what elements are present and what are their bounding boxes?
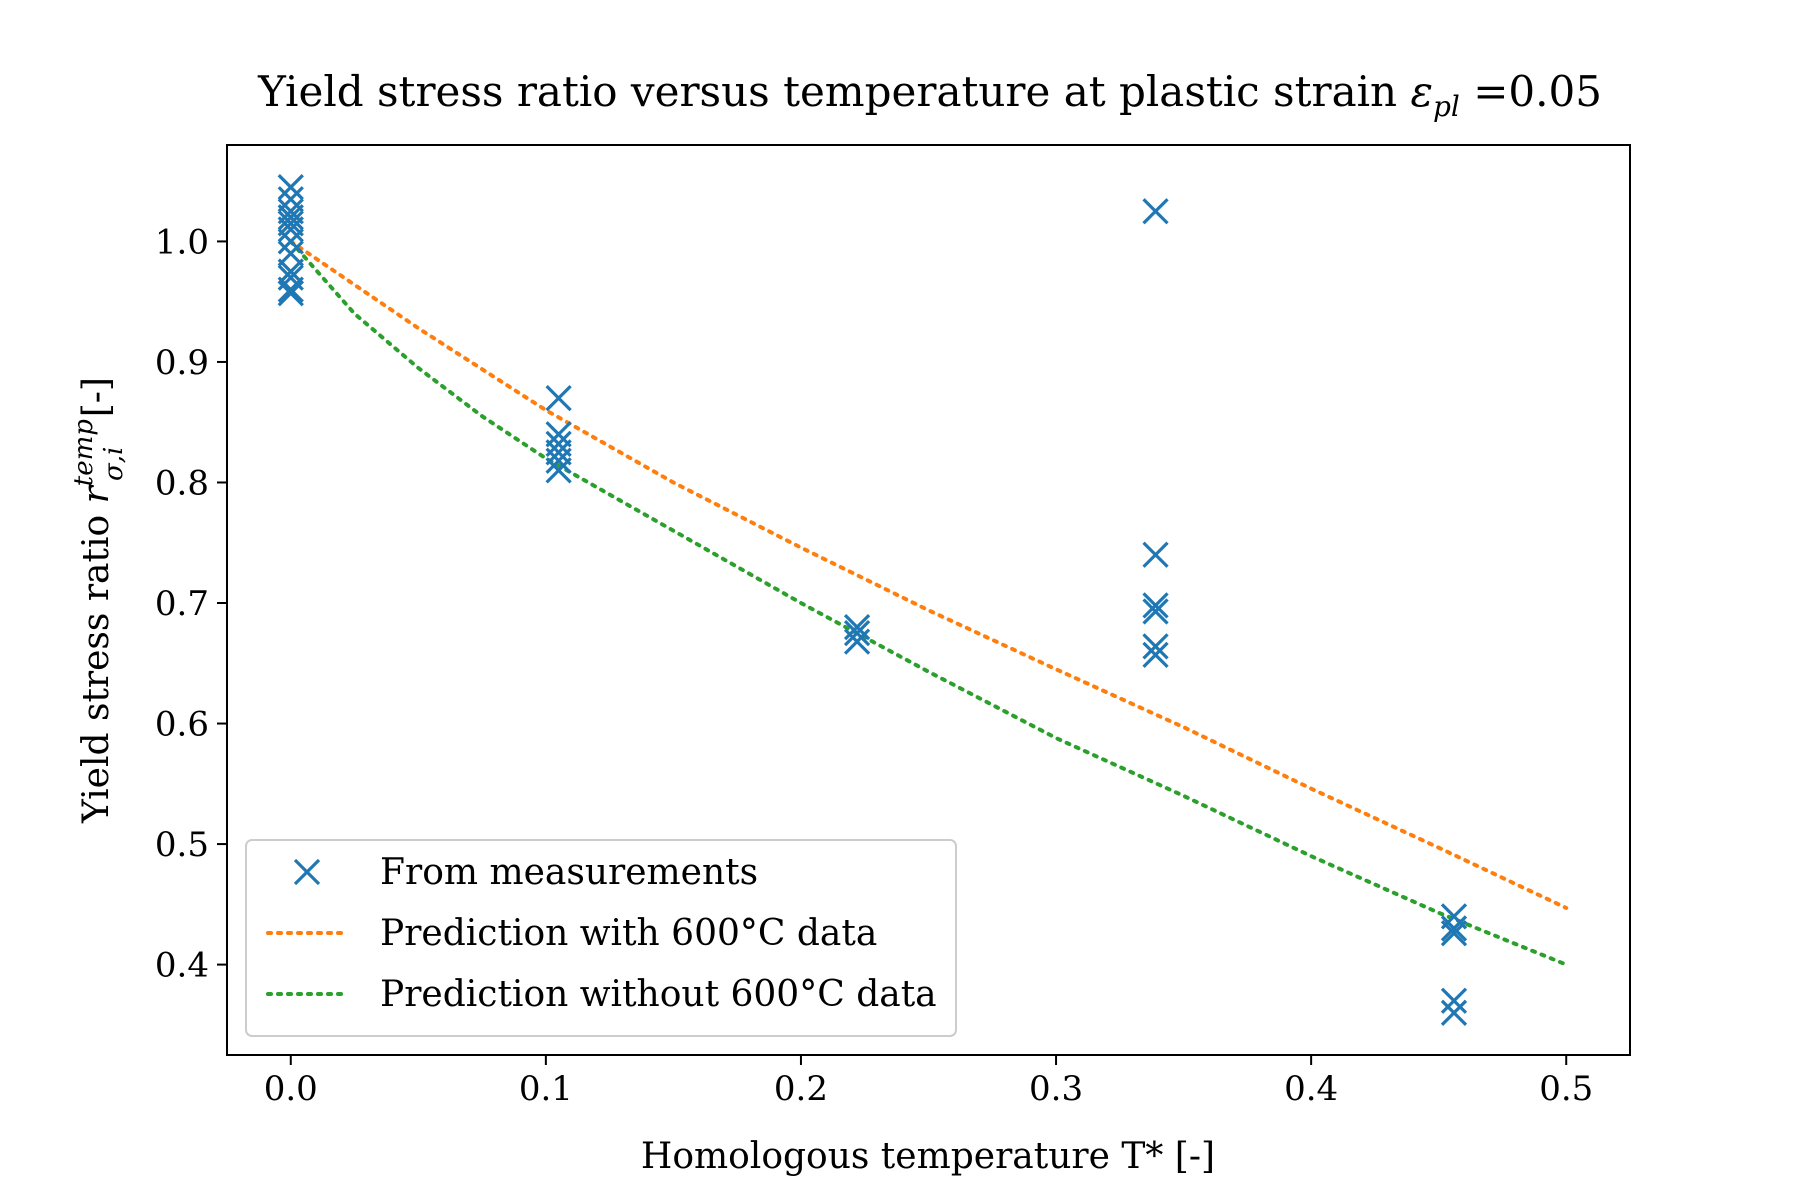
measurement-point xyxy=(1440,987,1468,1014)
measurement-point xyxy=(1440,915,1468,942)
chart-title-suffix: =0.05 xyxy=(1460,67,1602,116)
x-tick-label: 0.4 xyxy=(1284,1069,1338,1109)
y-tick-label: 0.9 xyxy=(155,343,209,383)
legend-label: Prediction with 600°C data xyxy=(380,913,877,954)
measurement-point xyxy=(545,447,572,474)
y-axis-label-symbol: r xyxy=(76,484,117,503)
x-axis-label: Homologous temperature T* [-] xyxy=(641,1136,1215,1177)
prediction-with-600c-line xyxy=(288,239,1569,910)
measurement-point xyxy=(277,228,304,255)
measurement-point xyxy=(1142,592,1169,619)
legend-box xyxy=(245,839,957,1037)
y-axis-label-suffix: [-] xyxy=(76,377,117,429)
y-axis-label: Yield stress ratio rtempσ,i [-] xyxy=(69,377,129,824)
chart-title-main: Yield stress ratio versus temperature at… xyxy=(257,67,1410,116)
y-tick-label: 0.5 xyxy=(155,825,209,865)
prediction-without-600c-line xyxy=(288,239,1569,967)
measurement-point xyxy=(277,174,304,201)
series-layer xyxy=(277,174,1569,1026)
measurement-point xyxy=(1142,598,1169,625)
legend-label: Prediction without 600°C data xyxy=(380,974,937,1015)
y-tick-label: 0.4 xyxy=(155,946,209,986)
legend: From measurements Prediction with 600°C d… xyxy=(245,839,957,1037)
measurement-point xyxy=(545,384,572,412)
measurement-point xyxy=(1440,999,1468,1026)
measurement-point xyxy=(843,620,871,647)
x-tick-label: 0.3 xyxy=(1029,1069,1083,1109)
measurement-point xyxy=(1142,198,1169,225)
legend-item: Prediction with 600°C data xyxy=(266,913,877,954)
measurement-point xyxy=(1142,541,1169,568)
y-tick-label: 1.0 xyxy=(155,222,209,262)
y-axis-label-symbol-sub: σ,i xyxy=(99,447,129,481)
measurement-point xyxy=(545,457,572,484)
x-tick-label: 0.2 xyxy=(774,1069,828,1109)
plot-area xyxy=(226,144,1631,1056)
legend-item: Prediction without 600°C data xyxy=(266,974,937,1015)
legend-item: From measurements xyxy=(293,852,758,893)
y-tick-label: 0.7 xyxy=(155,584,209,624)
chart-title-symbol-sub: pl xyxy=(1433,90,1460,123)
measurement-point xyxy=(843,628,871,655)
y-tick-label: 0.6 xyxy=(155,705,209,745)
y-axis-label-main: Yield stress ratio xyxy=(76,503,117,824)
x-axis-ticks: 0.0 0.1 0.2 0.3 0.4 0.5 xyxy=(264,1055,1593,1109)
chart-title-symbol: ε xyxy=(1410,67,1433,116)
measurement-point xyxy=(1142,633,1169,660)
y-axis-ticks: 0.4 0.5 0.6 0.7 0.8 0.9 1.0 xyxy=(155,222,227,986)
legend-label: From measurements xyxy=(380,852,758,893)
measurement-point xyxy=(1142,641,1169,668)
measurement-point xyxy=(277,216,304,243)
y-axis-label-symbol-sup: temp xyxy=(69,419,99,486)
measurement-point xyxy=(277,276,304,303)
x-tick-label: 0.0 xyxy=(264,1069,318,1109)
measurement-point xyxy=(277,280,304,307)
chart-title: Yield stress ratio versus temperature at… xyxy=(257,67,1602,123)
x-tick-label: 0.1 xyxy=(519,1069,573,1109)
y-tick-label: 0.8 xyxy=(155,463,209,503)
measurement-point xyxy=(277,204,304,231)
measurement-point xyxy=(1440,920,1468,947)
legend-marker xyxy=(293,858,321,886)
x-tick-label: 0.5 xyxy=(1539,1069,1593,1109)
